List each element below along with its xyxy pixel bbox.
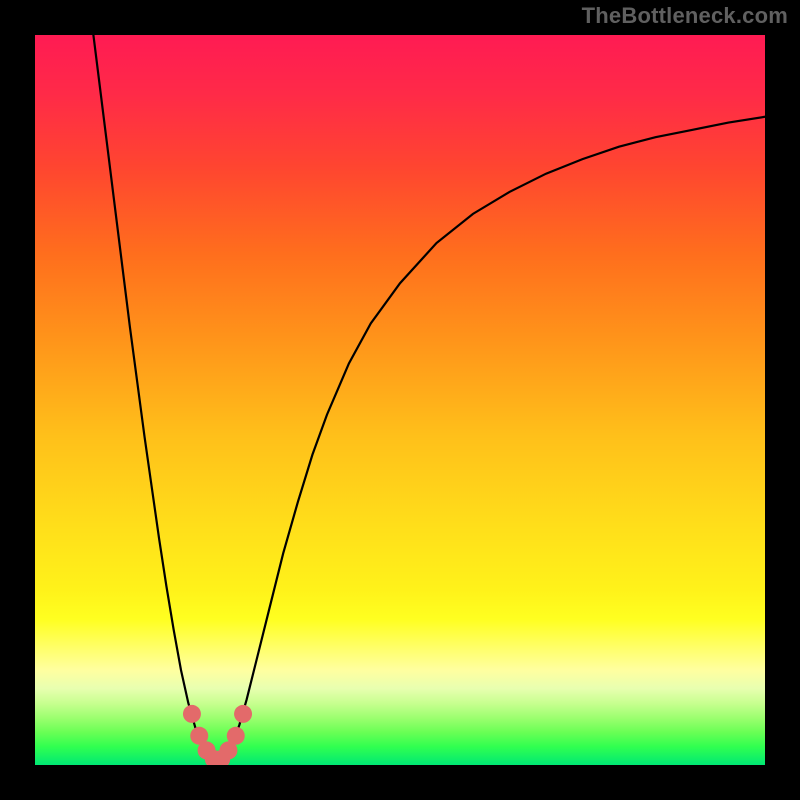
curve-left-branch xyxy=(93,35,217,763)
marker-dot xyxy=(183,705,201,723)
curve-right-branch xyxy=(218,117,766,763)
plot-area xyxy=(35,35,765,765)
bottleneck-curve xyxy=(35,35,765,765)
watermark-label: TheBottleneck.com xyxy=(582,3,788,29)
marker-dot xyxy=(234,705,252,723)
chart-frame: TheBottleneck.com xyxy=(0,0,800,800)
marker-dot xyxy=(227,727,245,745)
sweet-spot-markers xyxy=(183,705,252,765)
